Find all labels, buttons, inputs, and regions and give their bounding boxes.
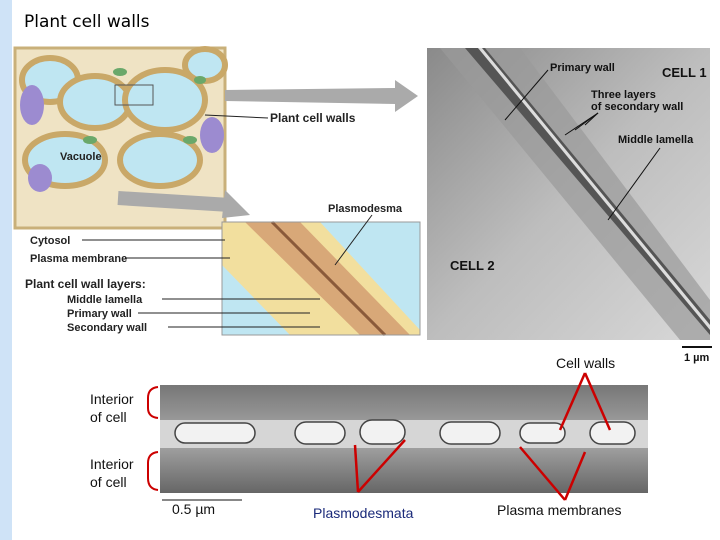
shape — [83, 68, 206, 144]
label: Primary wall — [67, 308, 132, 320]
cell-diagram — [13, 46, 250, 230]
label: Vacuole — [60, 151, 102, 163]
label: 0.5 µm — [172, 501, 215, 517]
label: Middle lamella — [618, 134, 694, 146]
side-strip — [0, 0, 12, 540]
shape — [574, 112, 599, 131]
shape — [114, 84, 154, 106]
shape — [270, 220, 387, 337]
label: 1 µm — [684, 352, 710, 364]
shape — [194, 76, 206, 84]
label: Interior of cell — [90, 456, 134, 490]
shape — [147, 451, 159, 491]
shape — [563, 451, 587, 501]
label: Plant cell walls — [270, 111, 356, 125]
shape — [353, 444, 360, 493]
shape — [13, 46, 227, 230]
shape — [182, 46, 228, 84]
leader — [334, 214, 373, 266]
label: CELL 2 — [450, 258, 495, 273]
label-line: of cell — [90, 474, 127, 490]
zoom-diagram — [221, 220, 421, 337]
label: Primary wall — [550, 62, 615, 74]
shape — [200, 117, 224, 153]
shape — [465, 48, 710, 335]
shape — [583, 372, 612, 431]
shape — [294, 421, 346, 445]
label: CELL 1 — [662, 65, 707, 80]
label: Plasma membranes — [497, 502, 622, 518]
label: Cytosol — [30, 235, 70, 247]
label-line: of secondary wall — [591, 101, 683, 113]
shape — [359, 419, 406, 445]
shape — [117, 191, 231, 212]
shape — [57, 73, 133, 131]
label: Middle lamella — [67, 294, 143, 306]
shape — [183, 136, 197, 144]
shape — [147, 386, 159, 419]
label-line: Interior — [90, 391, 134, 407]
shape — [607, 147, 661, 221]
shape — [478, 48, 710, 330]
shape — [222, 190, 250, 218]
label: Plasmodesma — [328, 203, 403, 215]
shape — [558, 372, 587, 431]
shape — [83, 136, 97, 144]
label: Plant cell wall layers: — [25, 277, 146, 291]
label: Secondary wall — [67, 322, 147, 334]
shape — [174, 422, 256, 444]
shape — [519, 422, 566, 444]
lower-micrograph — [160, 385, 648, 493]
shape — [20, 85, 44, 125]
shape — [504, 69, 549, 121]
shape — [519, 446, 566, 501]
shape — [113, 68, 127, 76]
shape — [589, 421, 636, 445]
label-line: of cell — [90, 409, 127, 425]
arrow — [225, 80, 418, 112]
label: Three layers of secondary wall — [591, 89, 683, 113]
label-line: Three layers — [591, 89, 656, 101]
label: Interior of cell — [90, 391, 134, 425]
label: Plasma membrane — [30, 253, 127, 265]
shape — [117, 131, 203, 189]
label: Plasmodesmata — [313, 505, 414, 521]
label-line: Interior — [90, 456, 134, 472]
shape — [221, 221, 421, 336]
shape — [439, 421, 501, 445]
label: Cell walls — [556, 355, 615, 371]
shape — [440, 48, 710, 340]
slide-title: Plant cell walls — [24, 12, 150, 32]
leader — [204, 114, 269, 119]
shape — [147, 372, 612, 501]
electron-micrograph — [427, 48, 710, 340]
shape — [357, 439, 406, 493]
shape — [174, 419, 636, 445]
shape — [584, 112, 599, 126]
shape — [28, 164, 52, 192]
